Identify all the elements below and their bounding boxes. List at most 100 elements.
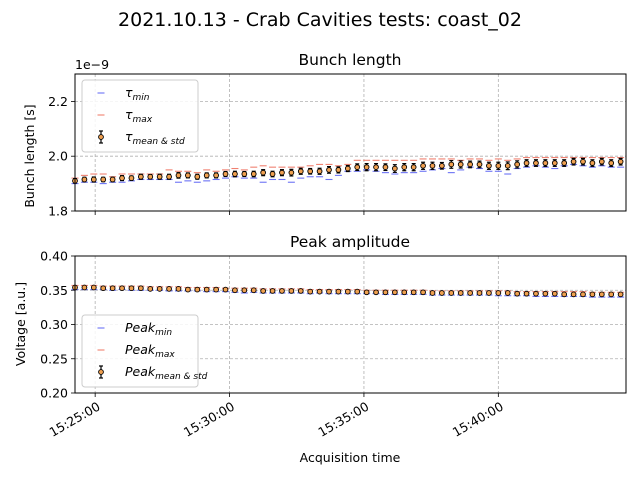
peak-amplitude-mean-point	[119, 285, 125, 292]
bunch-length-mean-point	[156, 173, 163, 180]
peak-amplitude-mean-point	[410, 289, 417, 296]
bunch-length-mean-point	[439, 162, 445, 169]
peak-amplitude-y-tick-label: 0.35	[40, 283, 68, 298]
peak-amplitude-mean-point	[542, 290, 549, 297]
bunch-length-mean-point	[410, 164, 417, 171]
bunch-length-mean-point	[307, 168, 314, 175]
bunch-length-mean-point	[316, 168, 323, 175]
bunch-length-mean-point	[100, 176, 107, 183]
bunch-length-mean-point	[279, 169, 285, 176]
bunch-length-mean-point	[90, 176, 97, 183]
bunch-length-mean-point	[608, 160, 615, 166]
bunch-length-mean-point	[222, 171, 229, 177]
bunch-length-axes-frame	[74, 73, 627, 212]
peak-amplitude-mean-point	[363, 289, 370, 296]
peak-amplitude-y-axis-label: Voltage [a.u.]	[13, 282, 28, 366]
peak-amplitude-mean-point	[335, 288, 342, 295]
peak-amplitude-mean-point	[128, 285, 135, 292]
bunch-length-mean-point	[561, 160, 568, 166]
peak-amplitude-mean-point	[344, 288, 351, 295]
peak-amplitude-mean-point	[495, 290, 502, 296]
bunch-length-mean-point	[138, 173, 144, 180]
bunch-length-mean-point	[354, 164, 361, 171]
peak-amplitude-mean-point	[166, 286, 172, 292]
legend-mean-marker	[98, 134, 104, 140]
peak-amplitude-mean-point	[429, 290, 436, 296]
legend-entry-label: Peakmax	[125, 342, 175, 360]
bunch-length-mean-point	[288, 169, 295, 176]
bunch-length-mean-point	[260, 169, 266, 176]
bunch-length-y-tick-label: 2.2	[48, 94, 68, 109]
peak-amplitude-mean-point	[109, 285, 116, 292]
legend-entry-label: Peakmin	[125, 320, 172, 338]
bunch-length-mean-point	[109, 176, 116, 183]
peak-amplitude-mean-point	[138, 285, 144, 292]
peak-amplitude-mean-point	[241, 287, 248, 294]
bunch-length-mean-point	[391, 165, 398, 172]
bunch-length-mean-point	[232, 171, 238, 177]
peak-amplitude-mean-point	[608, 291, 615, 298]
bunch-length-mean-point	[514, 161, 520, 168]
peak-amplitude-mean-point	[439, 290, 445, 296]
peak-amplitude-mean-point	[222, 286, 229, 293]
bunch-length-mean-point	[194, 173, 201, 180]
bunch-length-mean-point	[551, 160, 558, 166]
peak-amplitude-mean-point	[156, 286, 163, 292]
peak-amplitude-mean-point	[194, 286, 201, 293]
peak-amplitude-mean-point	[100, 285, 107, 292]
bunch-length-mean-point	[166, 173, 172, 180]
bunch-length-mean-point	[297, 168, 304, 175]
peak-amplitude-mean-point	[203, 286, 210, 293]
bunch-length-mean-point	[486, 162, 492, 169]
legend-entry-label: τmean & std	[125, 129, 185, 147]
peak-amplitude-panel: Peak amplitude Voltage [a.u.] Acquisitio…	[13, 233, 627, 465]
peak-amplitude-mean-point	[90, 284, 97, 291]
legend-entry-label: τmin	[125, 85, 150, 103]
peak-amplitude-mean-point	[420, 289, 426, 296]
peak-amplitude-mean-point	[486, 290, 492, 296]
peak-amplitude-mean-point	[307, 288, 314, 295]
bunch-length-mean-point	[476, 161, 483, 168]
bunch-length-mean-point	[241, 171, 248, 177]
peak-amplitude-mean-point	[382, 289, 389, 296]
bunch-length-mean-point	[429, 162, 436, 169]
bunch-length-mean-point	[269, 171, 276, 177]
peak-amplitude-axes-frame	[74, 255, 627, 394]
peak-amplitude-mean-point	[589, 291, 596, 298]
legend-entry-label: τmax	[125, 107, 153, 125]
bunch-length-mean-point	[203, 172, 210, 179]
bunch-length-mean-point	[467, 161, 473, 168]
bunch-length-legend: τmin τmax τmean & std	[81, 79, 199, 153]
peak-amplitude-mean-point	[232, 287, 238, 294]
peak-amplitude-y-tick-label: 0.30	[40, 317, 68, 332]
bunch-length-y-tick-label: 2.0	[48, 149, 68, 164]
peak-amplitude-mean-point	[269, 288, 276, 294]
peak-amplitude-mean-point	[457, 290, 464, 296]
x-axis-label: Acquisition time	[300, 450, 401, 465]
peak-amplitude-y-tick-label: 0.40	[40, 249, 68, 264]
peak-amplitude-mean-point	[354, 288, 361, 295]
bunch-length-mean-point	[457, 161, 464, 168]
bunch-length-mean-point	[250, 171, 257, 177]
peak-amplitude-mean-point	[523, 290, 530, 297]
bunch-length-mean-point	[382, 164, 389, 171]
bunch-length-mean-point	[420, 162, 426, 169]
peak-amplitude-mean-point	[260, 288, 266, 294]
x-tick-label: 15:30:00	[181, 399, 237, 440]
peak-amplitude-y-tick-label: 0.25	[40, 351, 68, 366]
peak-amplitude-mean-point	[561, 291, 568, 298]
peak-amplitude-mean-point	[175, 286, 182, 292]
peak-amplitude-mean-point	[279, 288, 285, 294]
peak-amplitude-mean-point	[213, 286, 219, 293]
figure-title: 2021.10.13 - Crab Cavities tests: coast_…	[118, 9, 522, 31]
bunch-length-mean-point	[598, 158, 605, 165]
peak-amplitude-mean-point	[288, 288, 295, 294]
peak-amplitude-mean-point	[551, 290, 558, 297]
bunch-length-panel: Bunch length Bunch length [s] 1e−9 1.8 2.…	[22, 51, 627, 219]
peak-amplitude-title: Peak amplitude	[290, 233, 410, 251]
bunch-length-mean-point	[128, 175, 135, 181]
bunch-length-mean-point	[373, 164, 379, 171]
bunch-length-mean-point	[213, 172, 219, 179]
bunch-length-mean-point	[542, 160, 549, 166]
